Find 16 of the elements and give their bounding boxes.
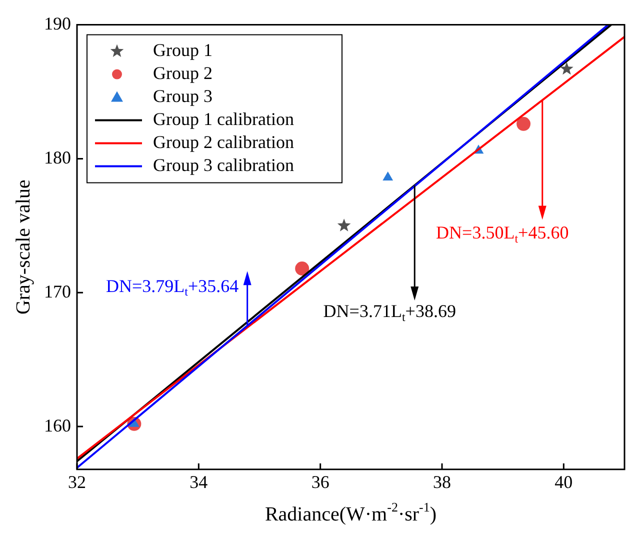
legend-label: Group 3 — [153, 86, 212, 106]
x-tick-label: 34 — [190, 472, 208, 492]
legend-label: Group 1 — [153, 40, 212, 60]
legend-label: Group 2 — [153, 63, 212, 84]
y-tick-label: 170 — [44, 281, 71, 302]
y-tick-label: 180 — [44, 147, 71, 168]
y-axis-title: Gray-scale value — [12, 180, 34, 315]
x-tick-label: 36 — [311, 472, 330, 492]
y-tick-label: 160 — [44, 415, 71, 436]
x-tick-label: 38 — [433, 472, 451, 492]
x-tick-label: 32 — [68, 472, 86, 492]
y-tick-label: 190 — [44, 14, 71, 34]
legend-label: Group 2 calibration — [153, 132, 294, 152]
legend-label: Group 3 calibration — [153, 155, 294, 176]
x-tick-label: 40 — [554, 472, 573, 492]
legend-label: Group 1 calibration — [153, 109, 294, 130]
